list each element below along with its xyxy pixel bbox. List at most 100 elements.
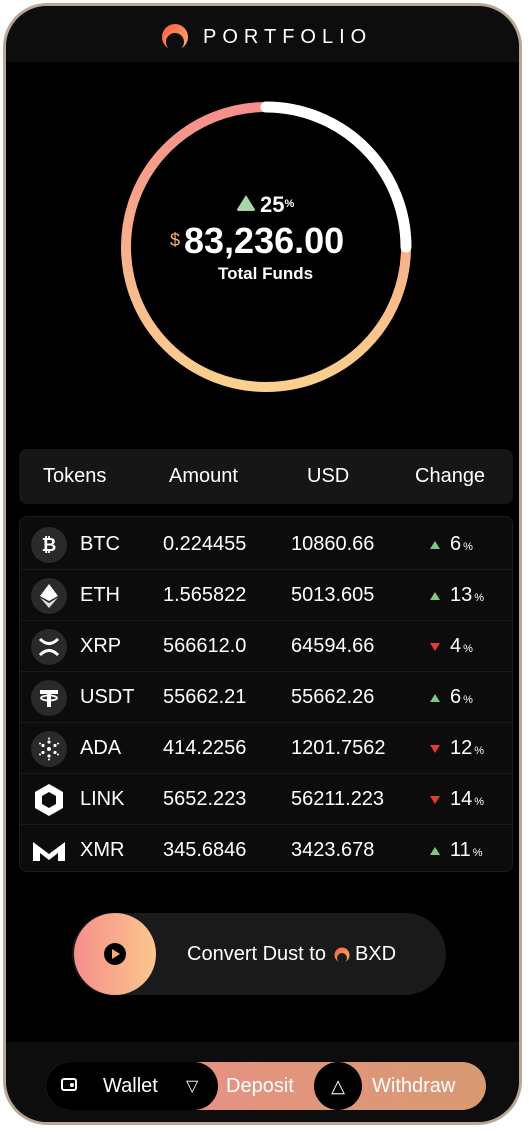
- token-usd: 1201.7562: [291, 737, 386, 759]
- table-row[interactable]: USDT 55662.21 55662.26 6%: [20, 672, 512, 723]
- token-usd: 55662.26: [291, 686, 375, 708]
- up-triangle-icon: [236, 195, 256, 211]
- up-triangle-icon: [430, 846, 440, 855]
- token-change: 4%: [430, 635, 473, 658]
- action-bar: Wallet ▽ Deposit △ Withdraw: [46, 1062, 486, 1110]
- monero-icon: [31, 833, 67, 869]
- bitcoin-icon: ₿: [31, 527, 67, 563]
- change-value: 6: [450, 533, 462, 555]
- bottom-nav: Wallet ▽ Deposit △ Withdraw: [6, 1042, 519, 1122]
- percent-symbol: %: [472, 846, 483, 859]
- phone-frame: PORTFOLIO 25 % $ 83,236.00 Total Funds T…: [3, 3, 522, 1125]
- token-amount: 0.224455: [163, 533, 247, 555]
- percent-symbol: %: [284, 198, 295, 210]
- header-amount[interactable]: Amount: [169, 465, 238, 487]
- convert-token: BXD: [354, 943, 397, 965]
- token-change: 12%: [430, 737, 484, 760]
- ethereum-icon: [31, 578, 67, 614]
- down-triangle-icon: [430, 642, 440, 651]
- header-change[interactable]: Change: [415, 465, 486, 487]
- token-symbol: XMR: [80, 839, 125, 861]
- bxd-logo-icon: [334, 947, 350, 963]
- header-usd[interactable]: USD: [307, 465, 350, 487]
- token-symbol: BTC: [80, 533, 120, 555]
- token-change: 14%: [430, 788, 484, 811]
- wallet-button[interactable]: Wallet ▽: [46, 1062, 218, 1110]
- token-amount: 1.565822: [163, 584, 247, 606]
- change-value: 6: [450, 686, 462, 708]
- convert-dust-button[interactable]: Convert Dust to BXD: [72, 913, 446, 995]
- percent-symbol: %: [474, 744, 485, 757]
- change-value: 25: [260, 192, 285, 217]
- withdraw-button[interactable]: Withdraw: [372, 1075, 456, 1097]
- down-triangle-icon: [430, 795, 440, 804]
- play-icon: [104, 943, 126, 965]
- token-amount: 55662.21: [163, 686, 247, 708]
- token-amount: 345.6846: [163, 839, 247, 861]
- percent-symbol: %: [463, 693, 473, 706]
- token-change: 6%: [430, 686, 473, 709]
- token-amount: 414.2256: [163, 737, 247, 759]
- token-change: 13%: [430, 584, 484, 607]
- percent-symbol: %: [474, 591, 485, 604]
- total-amount: $ 83,236.00: [170, 220, 344, 262]
- token-usd: 10860.66: [291, 533, 375, 555]
- percent-symbol: %: [474, 795, 485, 808]
- token-symbol: XRP: [80, 635, 122, 657]
- table-row[interactable]: ETH 1.565822 5013.605 13%: [20, 570, 512, 621]
- up-triangle-icon: [430, 693, 440, 702]
- token-symbol: ADA: [80, 737, 122, 759]
- change-value: 11: [450, 839, 471, 861]
- table-row[interactable]: XMR 345.6846 3423.678 11%: [20, 825, 512, 875]
- play-button[interactable]: [74, 913, 156, 995]
- change-value: 12: [450, 737, 473, 759]
- token-symbol: USDT: [80, 686, 135, 708]
- total-funds-ring: [121, 101, 412, 392]
- token-usd: 3423.678: [291, 839, 375, 861]
- total-funds-label: Total Funds: [218, 264, 314, 283]
- wallet-icon: [61, 1078, 77, 1091]
- tether-icon: [31, 680, 67, 716]
- deposit-button[interactable]: Deposit: [226, 1075, 294, 1097]
- down-triangle-icon: [430, 744, 440, 753]
- convert-label: Convert Dust to BXD: [187, 943, 396, 966]
- token-usd: 64594.66: [291, 635, 375, 657]
- table-header: Tokens Amount USD Change: [19, 449, 513, 504]
- token-symbol: ETH: [80, 584, 120, 606]
- token-table: ₿ BTC 0.224455 10860.66 6% ETH 1.565822 …: [19, 516, 513, 872]
- token-amount: 5652.223: [163, 788, 247, 810]
- orange-moon-logo: [162, 24, 188, 51]
- up-triangle-icon: [430, 540, 440, 549]
- change-percentage: 25 %: [236, 192, 294, 218]
- token-change: 6%: [430, 533, 473, 556]
- ring-progress-arc: [260, 101, 412, 253]
- xrp-icon: [31, 629, 67, 665]
- table-row[interactable]: ADA 414.2256 1201.7562 12%: [20, 723, 512, 774]
- up-triangle-icon: [430, 591, 440, 600]
- table-row[interactable]: LINK 5652.223 56211.223 14%: [20, 774, 512, 825]
- chainlink-icon: [31, 782, 67, 818]
- token-symbol: LINK: [80, 788, 125, 810]
- table-row[interactable]: XRP 566612.0 64594.66 4%: [20, 621, 512, 672]
- table-row[interactable]: ₿ BTC 0.224455 10860.66 6%: [20, 519, 512, 570]
- token-usd: 56211.223: [291, 788, 385, 810]
- deposit-icon: ▽: [186, 1078, 199, 1095]
- svg-text:₿: ₿: [42, 535, 57, 555]
- total-value: 83,236.00: [184, 220, 345, 261]
- percent-symbol: %: [463, 642, 473, 655]
- change-value: 4: [450, 635, 462, 657]
- currency-symbol: $: [170, 230, 181, 250]
- token-usd: 5013.605: [291, 584, 375, 606]
- withdraw-icon[interactable]: △: [314, 1062, 362, 1110]
- change-value: 14: [450, 788, 473, 810]
- app-header: PORTFOLIO: [6, 6, 519, 62]
- change-value: 13: [450, 584, 473, 606]
- app-title: PORTFOLIO: [203, 26, 373, 48]
- cardano-icon: [31, 731, 67, 767]
- convert-text: Convert Dust to: [187, 943, 326, 965]
- percent-symbol: %: [463, 540, 473, 553]
- token-change: 11%: [430, 839, 483, 862]
- token-amount: 566612.0: [163, 635, 247, 657]
- wallet-label: Wallet: [103, 1075, 158, 1097]
- header-tokens[interactable]: Tokens: [43, 465, 107, 487]
